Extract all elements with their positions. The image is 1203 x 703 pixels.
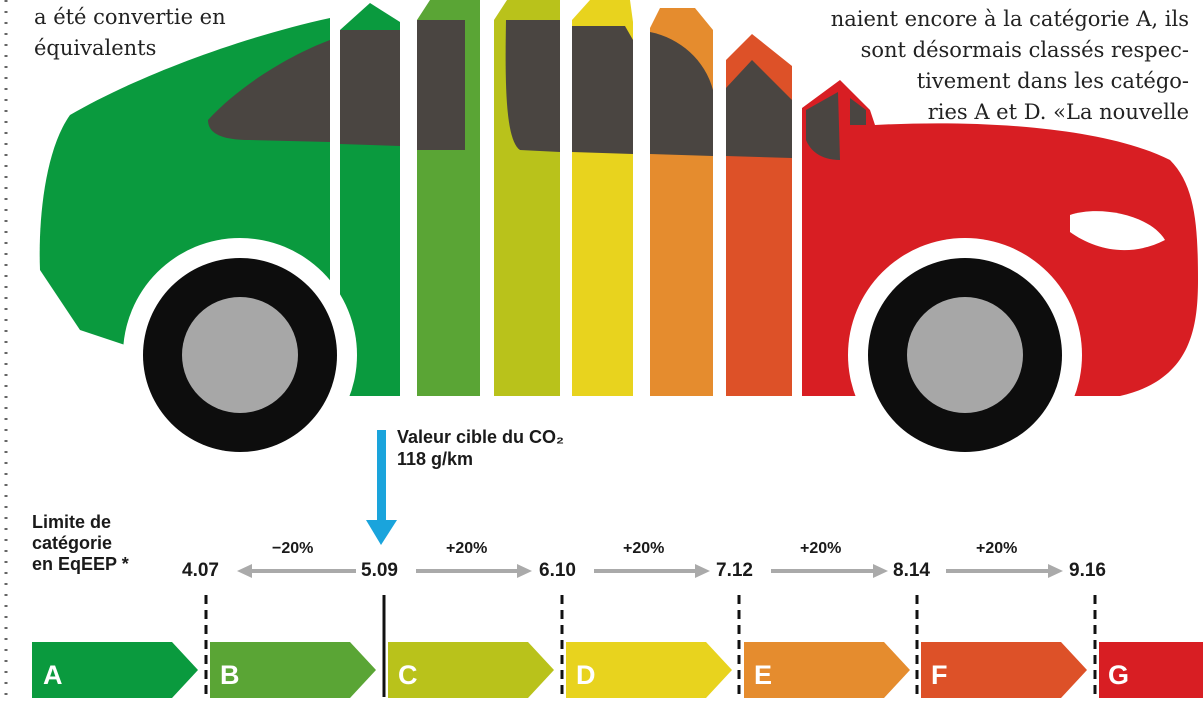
co2-target-label: Valeur cible du CO₂ 118 g/km [397, 426, 564, 470]
article-line: a été convertie en [34, 5, 226, 29]
co2-target-value: 118 g/km [397, 449, 474, 469]
rear-window [806, 92, 840, 160]
article-line: tivement dans les catégo- [916, 69, 1189, 93]
strip-windows [340, 20, 792, 158]
article-line: ries A et D. «La nouvelle [927, 100, 1189, 124]
article-line: naient encore à la catégorie A, ils [830, 7, 1189, 31]
scale-value: 6.10 [539, 560, 576, 581]
category-arrow-d [566, 642, 732, 698]
limit-line: catégorie [32, 533, 113, 553]
scale-value: 5.09 [361, 560, 398, 581]
step-percent: +20% [800, 540, 842, 557]
limit-line: Limite de [32, 512, 112, 532]
color-strips [340, 0, 792, 396]
scale-value: 7.12 [716, 560, 753, 581]
scale-value: 9.16 [1069, 560, 1106, 581]
category-arrow-c [388, 642, 554, 698]
category-label-e: E [754, 660, 773, 690]
step-percent: −20% [272, 540, 314, 557]
rear-wheel [848, 238, 1082, 472]
category-arrow-a [32, 642, 198, 698]
article-text-left: a été convertie en équivalents [34, 2, 226, 64]
article-line: sont désormais classés respec- [860, 38, 1189, 62]
co2-target-title: Valeur cible du CO₂ [397, 427, 565, 447]
category-label-g: G [1108, 660, 1130, 690]
category-arrow-b [210, 642, 376, 698]
front-wheel [123, 238, 357, 472]
scale-value: 8.14 [893, 560, 930, 581]
scale-arrows [237, 564, 1063, 578]
step-percent: +20% [446, 540, 488, 557]
article-text-right: naient encore à la catégorie A, ils sont… [831, 4, 1189, 128]
article-line: équivalents [34, 36, 157, 60]
target-arrow [366, 430, 397, 545]
scale-value: 4.07 [182, 560, 219, 581]
category-label-f: F [931, 660, 948, 690]
limit-line: en EqEEP * [32, 554, 129, 574]
rear-window-2 [850, 98, 866, 125]
category-label-d: D [576, 660, 596, 690]
category-arrow-g [1099, 642, 1203, 698]
category-arrow-f [921, 642, 1087, 698]
category-arrow-e [744, 642, 910, 698]
step-percent: +20% [976, 540, 1018, 557]
headlight [1070, 211, 1165, 251]
category-label-b: B [220, 660, 240, 690]
category-bar [32, 642, 1203, 698]
category-limit-label: Limite de catégorie en EqEEP * [32, 512, 129, 575]
category-boundaries [204, 595, 1097, 697]
step-percent: +20% [623, 540, 665, 557]
windshield-window [208, 40, 330, 142]
category-label-a: A [43, 660, 63, 690]
category-label-c: C [398, 660, 418, 690]
